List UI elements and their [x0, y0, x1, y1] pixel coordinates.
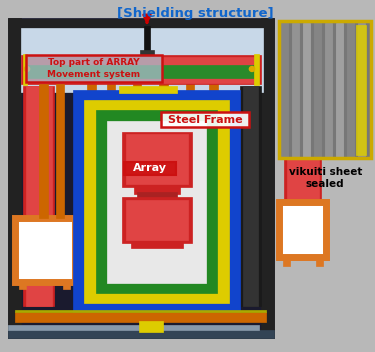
Bar: [26, 55, 162, 82]
Bar: [8, 325, 259, 330]
Bar: [24, 57, 257, 83]
Bar: [126, 200, 188, 240]
Bar: [186, 81, 194, 306]
Bar: [356, 25, 366, 155]
Bar: [8, 19, 274, 28]
Bar: [134, 185, 180, 194]
Bar: [137, 192, 177, 199]
Bar: [358, 23, 365, 157]
Bar: [8, 330, 274, 338]
Bar: [21, 28, 262, 92]
Bar: [107, 81, 115, 306]
Bar: [347, 23, 354, 157]
Bar: [122, 197, 192, 243]
Bar: [118, 86, 177, 93]
Bar: [19, 281, 26, 289]
Bar: [139, 321, 163, 332]
Bar: [26, 65, 255, 78]
Bar: [144, 26, 150, 55]
Bar: [126, 134, 188, 184]
Bar: [140, 50, 154, 56]
Bar: [22, 86, 54, 306]
Bar: [39, 84, 48, 218]
Bar: [21, 55, 261, 84]
Bar: [286, 95, 319, 204]
Bar: [22, 54, 27, 85]
Text: Array: Array: [133, 163, 167, 173]
Bar: [281, 23, 369, 157]
Bar: [261, 18, 274, 338]
Bar: [159, 81, 168, 306]
Bar: [254, 54, 259, 85]
Bar: [26, 55, 162, 82]
Bar: [87, 81, 96, 306]
Bar: [8, 18, 21, 338]
Bar: [107, 121, 206, 283]
Bar: [279, 202, 326, 257]
Bar: [26, 86, 52, 306]
Bar: [63, 281, 70, 289]
Bar: [279, 21, 371, 158]
Bar: [130, 241, 183, 248]
Bar: [133, 81, 141, 306]
Circle shape: [24, 67, 30, 71]
Bar: [281, 23, 288, 157]
Bar: [15, 312, 266, 322]
Text: Steel Frame: Steel Frame: [168, 115, 243, 125]
Bar: [243, 86, 258, 306]
Bar: [161, 112, 249, 127]
Bar: [284, 95, 321, 204]
Text: [Shielding structure]: [Shielding structure]: [117, 7, 273, 19]
Bar: [15, 218, 75, 282]
Bar: [73, 90, 240, 313]
Bar: [8, 18, 274, 338]
Bar: [84, 100, 229, 303]
Bar: [122, 132, 192, 187]
Bar: [336, 23, 343, 157]
Bar: [124, 162, 176, 175]
Bar: [283, 255, 290, 266]
Text: Top part of ARRAY
Movement system: Top part of ARRAY Movement system: [47, 58, 141, 79]
Text: vikuiti sheet
sealed: vikuiti sheet sealed: [289, 167, 362, 189]
Bar: [8, 329, 274, 338]
Bar: [15, 310, 266, 312]
Bar: [96, 110, 217, 293]
Bar: [292, 23, 299, 157]
Bar: [303, 23, 310, 157]
Bar: [314, 23, 321, 157]
Bar: [316, 255, 322, 266]
Bar: [209, 81, 218, 306]
Bar: [279, 21, 371, 158]
Bar: [161, 112, 249, 127]
Bar: [240, 86, 261, 306]
Bar: [124, 162, 176, 175]
Bar: [325, 23, 332, 157]
Bar: [56, 84, 64, 218]
Circle shape: [249, 67, 255, 71]
